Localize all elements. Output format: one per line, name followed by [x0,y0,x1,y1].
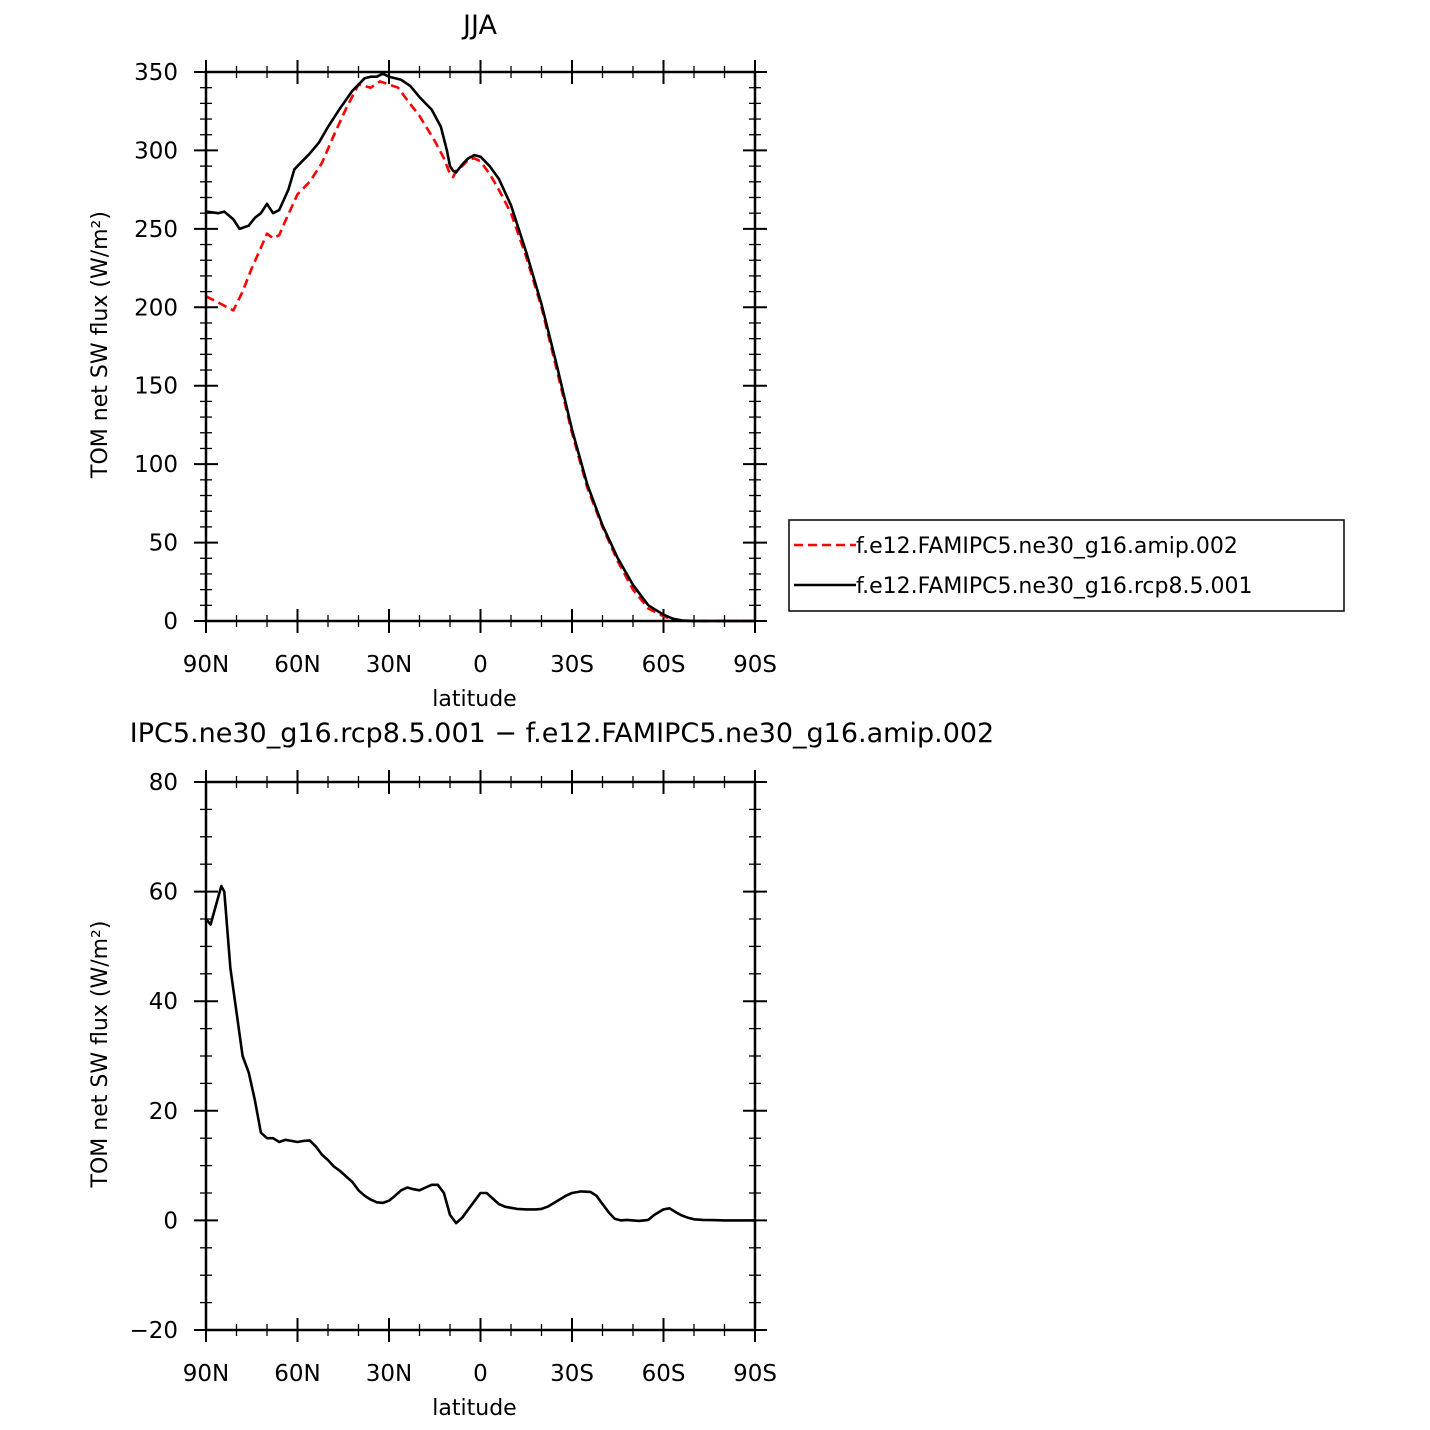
x-tick-label: 90S [733,1361,777,1387]
top-y-tick-labels: 0 50 100 150 200 250 300 350 [134,60,178,635]
x-tick-label: 60S [642,652,686,678]
y-tick-label: −20 [129,1318,178,1344]
top-panel: JJA 0 50 100 150 200 250 300 350 90N 60N 30N 0 30S 6… [88,10,777,712]
series-line-1 [205,72,755,623]
y-tick-label: 0 [163,1208,178,1234]
legend-label-amip: f.e12.FAMIPC5.ne30_g16.amip.002 [856,534,1238,559]
legend: f.e12.FAMIPC5.ne30_g16.amip.002 f.e12.FA… [788,519,1345,612]
y-tick-label: 0 [163,609,178,635]
y-tick-label: 100 [134,452,178,478]
y-tick-label: 350 [134,60,178,86]
y-tick-label: 300 [134,138,178,164]
top-series-lines [205,72,755,623]
x-tick-label: 60N [274,1361,320,1387]
x-tick-label: 30S [550,652,594,678]
top-chart-title: JJA [461,10,497,41]
y-tick-label: 40 [149,989,178,1015]
top-y-axis-title: TOM net SW flux (W/m²) [88,211,113,479]
bottom-x-tick-labels: 90N 60N 30N 0 30S 60S 90S [183,1361,777,1387]
y-tick-label: 250 [134,217,178,243]
top-plot-frame [204,70,757,623]
y-tick-label: 20 [149,1099,178,1125]
x-tick-label: 0 [473,1361,488,1387]
x-tick-label: 30S [550,1361,594,1387]
x-tick-label: 60S [642,1361,686,1387]
top-x-tick-labels: 90N 60N 30N 0 30S 60S 90S [183,652,777,678]
x-tick-label: 30N [366,652,412,678]
bottom-series-lines [205,884,755,1225]
x-tick-label: 90S [733,652,777,678]
bottom-panel: IPC5.ne30_g16.rcp8.5.001 − f.e12.FAMIPC5… [88,718,994,1421]
y-tick-label: 80 [149,770,178,796]
y-tick-label: 60 [149,880,178,906]
y-tick-label: 200 [134,295,178,321]
legend-box [788,519,1345,612]
x-tick-label: 0 [473,652,488,678]
bottom-plot-frame [204,780,757,1332]
bottom-y-axis-title: TOM net SW flux (W/m²) [88,921,113,1189]
legend-label-rcp85: f.e12.FAMIPC5.ne30_g16.rcp8.5.001 [856,574,1252,599]
x-tick-label: 90N [183,652,229,678]
top-axis-ticks [194,60,767,633]
bottom-axis-ticks [194,770,767,1342]
top-x-axis-title: latitude [432,687,516,712]
x-tick-label: 60N [274,652,320,678]
y-tick-label: 50 [149,531,178,557]
bottom-y-tick-labels: −20 0 20 40 60 80 [129,770,178,1344]
y-tick-label: 150 [134,374,178,400]
x-tick-label: 90N [183,1361,229,1387]
bottom-x-axis-title: latitude [432,1396,516,1421]
x-tick-label: 30N [366,1361,412,1387]
bottom-chart-title: IPC5.ne30_g16.rcp8.5.001 − f.e12.FAMIPC5… [130,718,994,749]
series-line-0 [205,884,755,1225]
series-line-0 [205,80,755,623]
